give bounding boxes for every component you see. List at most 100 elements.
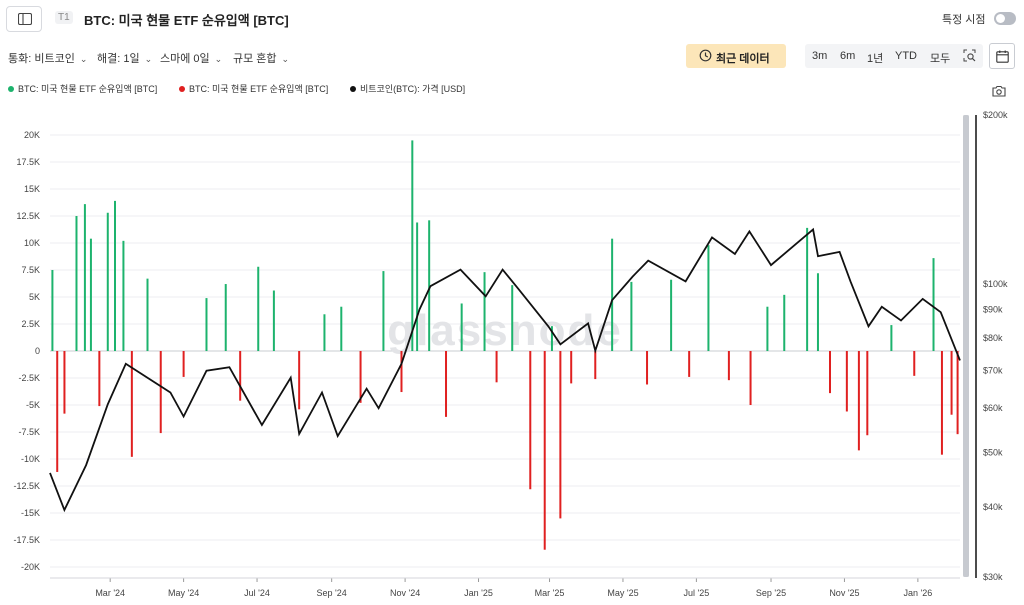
inflow-bar [428, 220, 431, 351]
inflow-bar [550, 326, 553, 351]
y-left-tick-label: -17.5K [13, 535, 40, 545]
x-tick-label: Nov '24 [390, 588, 420, 598]
outflow-bar [495, 351, 498, 383]
top-bar: T1 BTC: 미국 현물 ETF 순유입액 [BTC] 특정 시점 [0, 0, 1024, 38]
inflow-bar [205, 298, 208, 351]
inflow-bar [411, 140, 414, 351]
inflow-bar [416, 222, 419, 351]
y-left-tick-label: -5K [26, 400, 40, 410]
inflow-bar [707, 245, 710, 351]
scrollbar-thumb [963, 115, 969, 577]
x-tick-label: Jan '26 [903, 588, 932, 598]
range-3m[interactable]: 3m [812, 50, 828, 62]
x-tick-label: Mar '24 [95, 588, 125, 598]
chevron-down-icon: ⌄ [281, 54, 290, 64]
y-right-tick-label: $80k [983, 333, 1003, 343]
calendar-button[interactable] [989, 43, 1015, 69]
recent-data-button[interactable]: 최근 데이터 [686, 44, 786, 68]
zoom-select-icon[interactable] [963, 49, 976, 62]
outflow-bar [940, 351, 943, 455]
outflow-bar [56, 351, 59, 472]
outflow-bar [594, 351, 597, 380]
y-right-tick-label: $100k [983, 279, 1008, 289]
inflow-bar [106, 212, 109, 351]
range-1y[interactable]: 1년 [867, 53, 884, 65]
resolution-dropdown-label: 해결: 1일 [97, 53, 140, 65]
resolution-dropdown[interactable]: 해결: 1일 ⌄ [97, 50, 152, 66]
watermark: glassnode [387, 306, 623, 355]
inflow-bar [224, 284, 227, 351]
y-left-tick-label: 2.5K [21, 319, 40, 329]
outflow-bar [182, 351, 185, 377]
y-left-tick-label: -7.5K [18, 427, 40, 437]
y-axis-right: $200k $100k $90k $80k $70k $60k $50k $40k $30k [983, 110, 1008, 582]
x-tick-label: Nov '25 [829, 588, 859, 598]
outflow-bar [63, 351, 66, 414]
outflow-bar [913, 351, 916, 376]
inflow-bar [483, 272, 486, 351]
inflow-bar [257, 266, 260, 351]
y-left-tick-label: -2.5K [18, 373, 40, 383]
camera-icon[interactable] [992, 85, 1006, 97]
x-tick-label: Mar '25 [535, 588, 565, 598]
bar-series [51, 140, 959, 550]
currency-dropdown[interactable]: 통화: 비트코인 ⌄ [8, 50, 87, 66]
outflow-bar [559, 351, 562, 519]
inflow-bar [511, 285, 514, 351]
scale-dropdown[interactable]: 규모 혼합 ⌄ [233, 50, 289, 66]
sma-dropdown[interactable]: 스마에 0일 ⌄ [160, 50, 222, 66]
inflow-bar [766, 306, 769, 351]
range-ytd[interactable]: YTD [895, 50, 917, 62]
y-left-tick-label: -20K [21, 562, 40, 572]
x-tick-label: Sep '25 [756, 588, 786, 598]
page-title: BTC: 미국 현물 ETF 순유입액 [BTC] [84, 13, 289, 28]
x-axis: Mar '24 May '24 Jul '24 Sep '24 Nov '24 Jan '… [50, 577, 960, 598]
legend-label: BTC: 미국 현물 ETF 순유입액 [BTC] [18, 84, 158, 94]
inflow-bar [816, 273, 819, 351]
y-left-tick-label: 17.5K [16, 157, 40, 167]
y-right-tick-label: $90k [983, 304, 1003, 314]
inflow-bar [340, 306, 343, 351]
inflow-bar [783, 294, 786, 351]
outflow-bar [749, 351, 752, 405]
inflow-bar [272, 290, 275, 351]
x-tick-label: May '25 [607, 588, 638, 598]
point-in-time-toggle[interactable] [994, 12, 1016, 25]
y-left-tick-label: -15K [21, 508, 40, 518]
x-tick-label: May '24 [168, 588, 199, 598]
outflow-bar [570, 351, 573, 384]
range-all[interactable]: 모두 [930, 53, 951, 65]
range-6m[interactable]: 6m [840, 50, 856, 62]
currency-dropdown-label: 통화: 비트코인 [8, 53, 75, 65]
legend-item-price[interactable]: 비트코인(BTC): 가격 [USD] [350, 82, 465, 95]
outflow-bar [159, 351, 162, 434]
y-right-tick-label: $70k [983, 366, 1003, 376]
outflow-bar [956, 351, 959, 435]
legend-item-outflow[interactable]: BTC: 미국 현물 ETF 순유입액 [BTC] [179, 82, 328, 95]
inflow-bar [382, 271, 385, 351]
x-tick-label: Jul '24 [244, 588, 270, 598]
legend-item-inflow[interactable]: BTC: 미국 현물 ETF 순유입액 [BTC] [8, 82, 157, 95]
clock-icon [699, 49, 712, 62]
sma-dropdown-label: 스마에 0일 [160, 53, 210, 65]
y-right-tick-label: $40k [983, 502, 1003, 512]
range-selector: 3m 6m 1년 YTD 모두 [805, 44, 983, 68]
inflow-bar [611, 238, 614, 351]
outflow-bar [359, 351, 362, 403]
y-right-tick-label: $200k [983, 110, 1008, 120]
inflow-bar [630, 281, 633, 351]
inflow-bar [460, 303, 463, 351]
outflow-bar [727, 351, 730, 381]
outflow-bar [829, 351, 831, 394]
outflow-bar [845, 351, 848, 412]
outflow-bar [239, 351, 242, 401]
y-right-tick-label: $60k [983, 403, 1003, 413]
outflow-bar [445, 351, 448, 417]
sidebar-toggle-button[interactable] [6, 6, 42, 32]
y-left-tick-label: 0 [35, 346, 40, 356]
y-left-tick-label: -10K [21, 454, 40, 464]
inflow-bar [122, 240, 125, 351]
tier-badge: T1 [55, 11, 73, 24]
y-axis-left: 20K 17.5K 15K 12.5K 10K 7.5K 5K 2.5K 0 -2.5K -5K -7… [13, 130, 40, 572]
